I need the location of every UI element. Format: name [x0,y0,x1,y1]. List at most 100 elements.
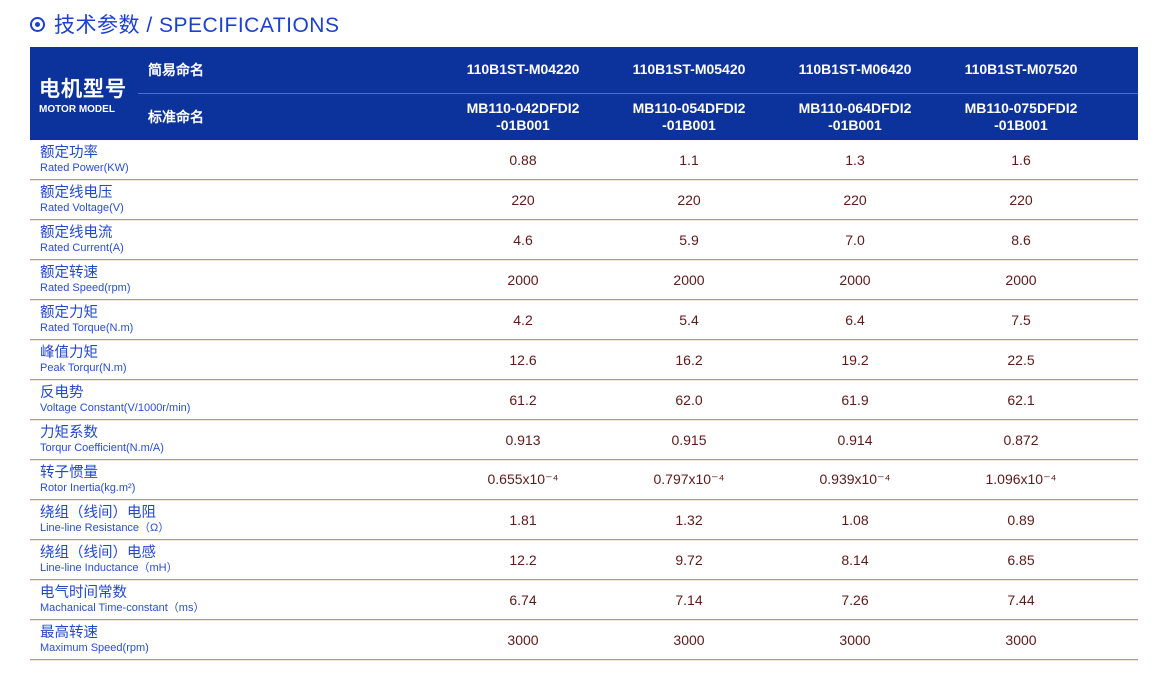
spec-row: 最高转速 Maximum Speed(rpm) 3000 3000 3000 3… [30,620,1138,660]
standard-name-col-2: MB110-054DFDI2 -01B001 [632,99,746,134]
spec-row: 反电势 Voltage Constant(V/1000r/min) 61.2 6… [30,380,1138,420]
spec-label-en: Torqur Coefficient(N.m/A) [40,441,164,454]
spec-value-col-4: 62.1 [1007,391,1035,408]
spec-row-label: 额定转速 Rated Speed(rpm) [30,265,440,295]
spec-value-col-2: 7.14 [675,591,703,608]
motor-model-label-cn: 电机型号 [39,77,127,101]
spec-row: 峰值力矩 Peak Torqur(N.m) 12.6 16.2 19.2 22.… [30,340,1138,380]
spec-value-col-2: 1.1 [679,151,699,168]
spec-value-col-1: 1.81 [509,511,537,528]
spec-value-col-2: 16.2 [675,351,703,368]
spec-value-col-3: 19.2 [841,351,869,368]
spec-label-cn: 力矩系数 [40,424,98,441]
spec-label-cn: 电气时间常数 [40,584,127,601]
spec-label-en: Rated Speed(rpm) [40,281,131,294]
spec-label-en: Rated Power(KW) [40,161,129,174]
spec-label-cn: 额定线电流 [40,224,113,241]
spec-value-col-3: 0.914 [837,431,873,448]
spec-row-label: 峰值力矩 Peak Torqur(N.m) [30,345,440,375]
spec-label-en: Line-line Resistance（Ω） [40,521,170,534]
spec-value-col-3: 220 [843,191,867,208]
spec-value-col-3: 1.08 [841,511,869,528]
spec-label-cn: 最高转速 [40,624,98,641]
spec-label-en: Peak Torqur(N.m) [40,361,127,374]
simple-name-row: 简易命名 110B1ST-M04220 110B1ST-M05420 110B1… [138,47,1138,93]
spec-value-col-3: 7.26 [841,591,869,608]
spec-value-col-4: 220 [1009,191,1033,208]
spec-value-col-1: 6.74 [509,591,537,608]
spec-row: 转子惯量 Rotor Inertia(kg.m²) 0.655x10⁻⁴ 0.7… [30,460,1138,500]
table-body: 额定功率 Rated Power(KW) 0.88 1.1 1.3 1.6 额定… [30,140,1138,660]
spec-value-col-2: 0.797x10⁻⁴ [653,471,725,487]
spec-label-en: Machanical Time-constant（ms） [40,601,205,614]
spec-value-col-1: 220 [511,191,535,208]
spec-row-label: 电气时间常数 Machanical Time-constant（ms） [30,585,440,615]
spec-label-en: Maximum Speed(rpm) [40,641,149,654]
spec-value-col-2: 2000 [673,271,705,288]
spec-value-col-4: 22.5 [1007,351,1035,368]
spec-row: 电气时间常数 Machanical Time-constant（ms） 6.74… [30,580,1138,620]
spec-value-col-1: 12.6 [509,351,537,368]
specifications-page: 技术参数 / SPECIFICATIONS 电机型号 MOTOR MODEL 简… [0,11,1174,677]
spec-value-col-4: 6.85 [1007,551,1035,568]
spec-label-cn: 绕组（线间）电感 [40,544,156,561]
spec-value-col-2: 5.9 [679,231,699,248]
spec-value-col-1: 4.2 [513,311,533,328]
spec-value-col-2: 5.4 [679,311,699,328]
spec-value-col-4: 7.44 [1007,591,1035,608]
standard-name-col-1: MB110-042DFDI2 -01B001 [466,99,580,134]
simple-name-label: 简易命名 [148,62,204,78]
spec-value-col-1: 0.913 [505,431,541,448]
spec-row: 力矩系数 Torqur Coefficient(N.m/A) 0.913 0.9… [30,420,1138,460]
spec-value-col-4: 3000 [1005,631,1037,648]
spec-label-en: Rated Voltage(V) [40,201,124,214]
spec-row: 额定力矩 Rated Torque(N.m) 4.2 5.4 6.4 7.5 [30,300,1138,340]
spec-value-col-4: 7.5 [1011,311,1031,328]
standard-name-label: 标准命名 [148,109,204,125]
table-header: 电机型号 MOTOR MODEL 简易命名 110B1ST-M04220 110… [30,47,1138,140]
spec-label-cn: 转子惯量 [40,464,98,481]
spec-value-col-3: 2000 [839,271,871,288]
circled-dot-icon [30,16,45,32]
spec-value-col-1: 4.6 [513,231,533,248]
spec-value-col-4: 1.096x10⁻⁴ [985,471,1057,487]
spec-value-col-1: 0.88 [509,151,537,168]
spec-value-col-2: 220 [677,191,701,208]
spec-label-en: Line-line Inductance（mH） [40,561,178,574]
spec-value-col-4: 8.6 [1011,231,1031,248]
spec-value-col-2: 1.32 [675,511,703,528]
specifications-table: 电机型号 MOTOR MODEL 简易命名 110B1ST-M04220 110… [30,47,1138,660]
spec-value-col-1: 0.655x10⁻⁴ [487,471,559,487]
spec-row: 额定功率 Rated Power(KW) 0.88 1.1 1.3 1.6 [30,140,1138,180]
spec-row: 绕组（线间）电感 Line-line Inductance（mH） 12.2 9… [30,540,1138,580]
spec-value-col-1: 12.2 [509,551,537,568]
simple-name-col-4: 110B1ST-M07520 [964,61,1078,78]
spec-label-en: Voltage Constant(V/1000r/min) [40,401,191,414]
simple-name-col-2: 110B1ST-M05420 [632,61,746,78]
spec-value-col-1: 3000 [507,631,539,648]
spec-value-col-3: 61.9 [841,391,869,408]
spec-label-cn: 反电势 [40,384,84,401]
spec-value-col-4: 1.6 [1011,151,1031,168]
spec-value-col-3: 7.0 [845,231,865,248]
spec-row-label: 绕组（线间）电阻 Line-line Resistance（Ω） [30,505,440,535]
spec-value-col-1: 61.2 [509,391,537,408]
spec-label-en: Rated Current(A) [40,241,124,254]
spec-value-col-2: 62.0 [675,391,703,408]
spec-value-col-4: 0.89 [1007,511,1035,528]
spec-row-label: 绕组（线间）电感 Line-line Inductance（mH） [30,545,440,575]
simple-name-col-3: 110B1ST-M06420 [798,61,912,78]
spec-value-col-2: 0.915 [671,431,707,448]
simple-name-col-1: 110B1ST-M04220 [466,61,580,78]
spec-label-cn: 额定线电压 [40,184,113,201]
spec-row-label: 最高转速 Maximum Speed(rpm) [30,625,440,655]
spec-label-cn: 额定转速 [40,264,98,281]
spec-value-col-3: 0.939x10⁻⁴ [819,471,891,487]
spec-label-cn: 峰值力矩 [40,344,98,361]
spec-row: 绕组（线间）电阻 Line-line Resistance（Ω） 1.81 1.… [30,500,1138,540]
spec-value-col-3: 3000 [839,631,871,648]
spec-row-label: 转子惯量 Rotor Inertia(kg.m²) [30,465,440,495]
spec-value-col-3: 8.14 [841,551,869,568]
standard-name-row: 标准命名 MB110-042DFDI2 -01B001 MB110-054DFD… [138,94,1138,140]
spec-value-col-1: 2000 [507,271,539,288]
